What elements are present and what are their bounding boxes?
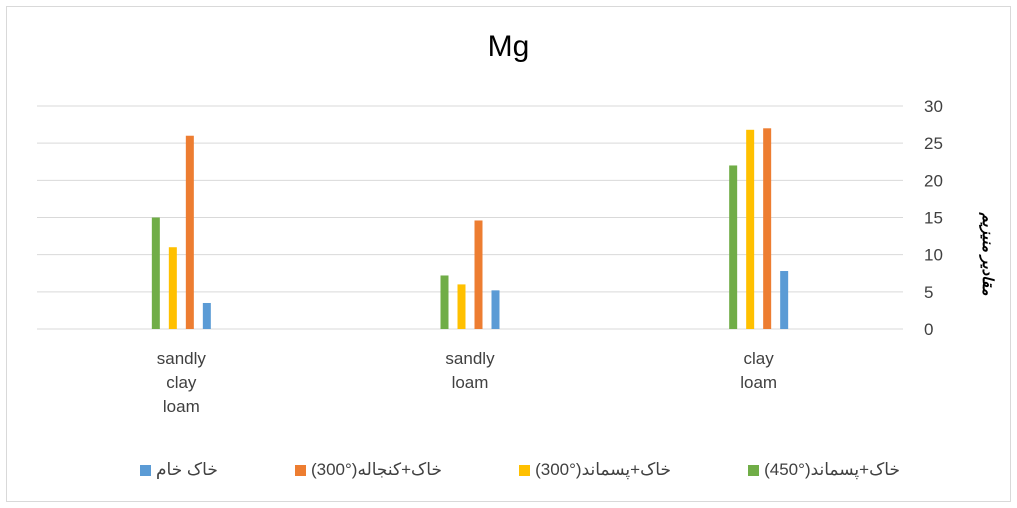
legend-swatch bbox=[294, 464, 306, 476]
legend-item: خاک+کنجاله(°300) bbox=[294, 460, 442, 480]
bar bbox=[440, 275, 449, 329]
y-tick-label: 0 bbox=[924, 320, 933, 339]
legend-swatch bbox=[519, 464, 531, 476]
x-category-label: sandly loam bbox=[445, 349, 495, 392]
y-tick-label: 5 bbox=[924, 283, 933, 302]
y-tick-label: 25 bbox=[924, 134, 943, 153]
bar bbox=[202, 302, 211, 329]
y-tick-label: 10 bbox=[924, 246, 943, 265]
y-axis-title: مقادیر منیزیم bbox=[979, 212, 996, 296]
legend: خاک+پسماند(°450) خاک+پسماند(°300) خاک+کنجا… bbox=[140, 458, 900, 482]
bar bbox=[746, 129, 755, 329]
bar bbox=[491, 290, 500, 329]
bar bbox=[763, 128, 772, 329]
bar bbox=[151, 217, 160, 329]
bar bbox=[168, 247, 177, 329]
legend-swatch bbox=[140, 464, 151, 476]
bar bbox=[780, 271, 789, 329]
y-tick-label: 30 bbox=[924, 97, 943, 116]
y-tick-label: 20 bbox=[924, 171, 943, 190]
bar bbox=[185, 135, 194, 329]
legend-label: خاک خام bbox=[156, 460, 218, 479]
legend-item: خاک+پسماند(°300) bbox=[519, 460, 671, 480]
x-category-label: sandly clay loam bbox=[156, 349, 206, 416]
legend-label: خاک+پسماند(°450) bbox=[764, 460, 900, 479]
x-category-label: clay loam bbox=[740, 349, 778, 392]
y-tick-label: 15 bbox=[924, 209, 943, 228]
bar bbox=[729, 165, 738, 329]
legend-swatch bbox=[748, 464, 760, 476]
legend-label: خاک+کنجاله(°300) bbox=[310, 460, 442, 479]
chart-title: Mg bbox=[487, 30, 530, 63]
legend-item: خاک خام bbox=[140, 460, 218, 480]
legend-item: خاک+پسماند(°450) bbox=[748, 460, 900, 480]
bar bbox=[474, 220, 483, 329]
legend-label: خاک+پسماند(°300) bbox=[535, 460, 671, 479]
bar bbox=[457, 284, 466, 329]
